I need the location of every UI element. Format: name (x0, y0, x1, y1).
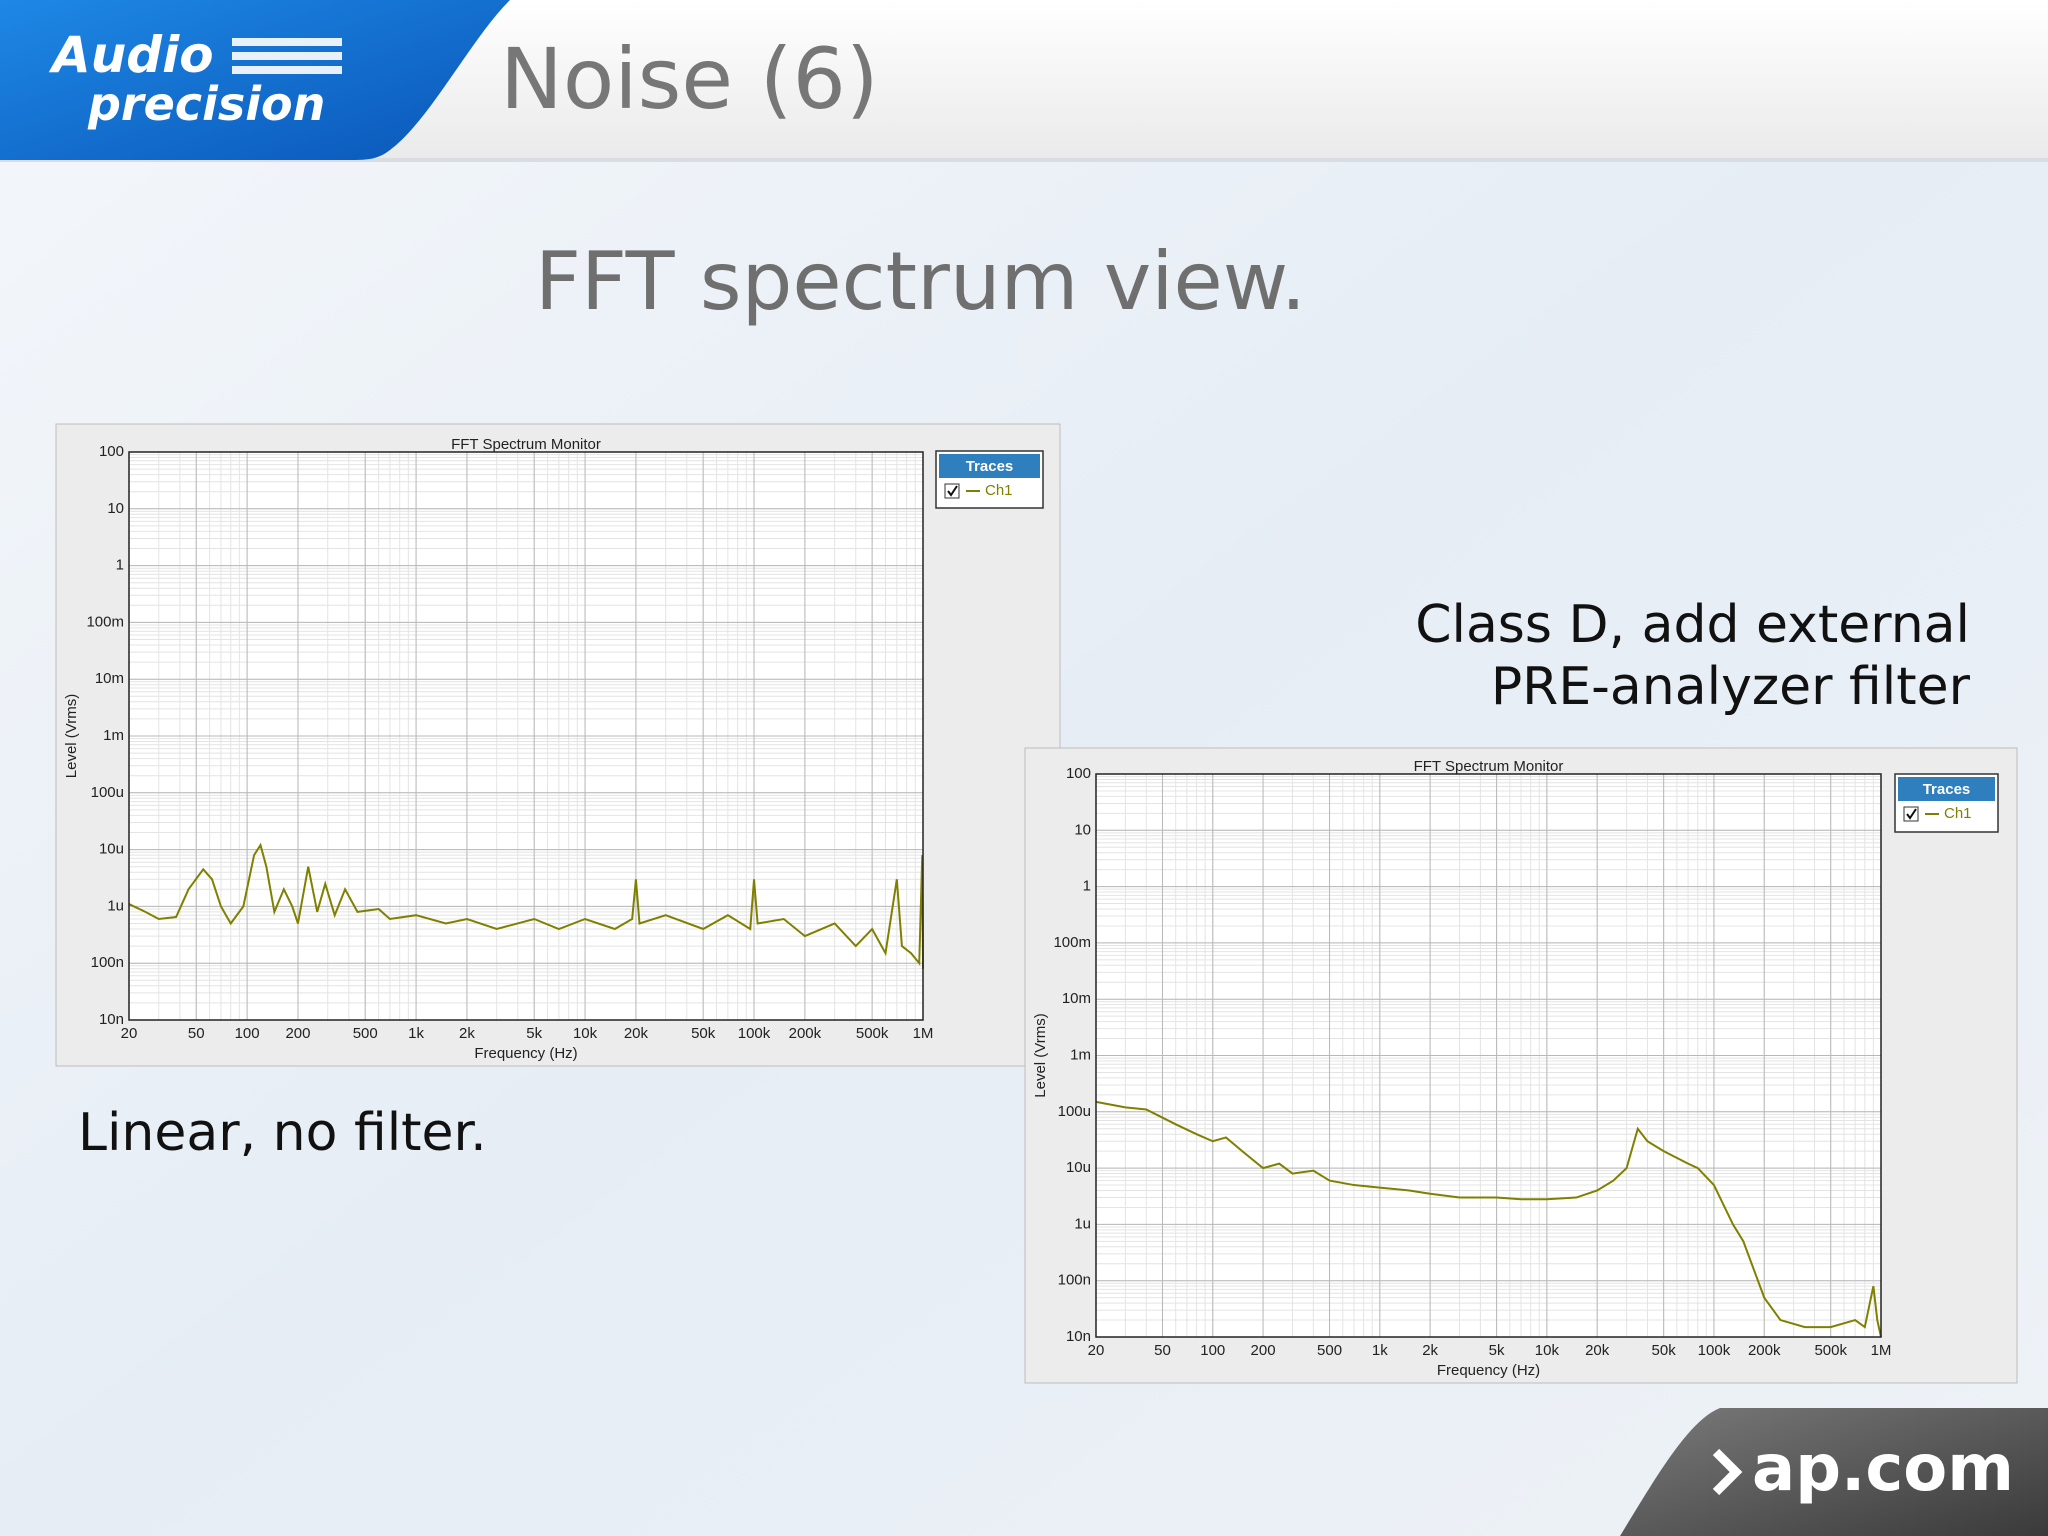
legend-title: Traces (966, 458, 1014, 475)
charts: 20 50 100 200 500 1k 2k 5k 10k 20k 50k 100k 200k 500k… (55, 423, 2018, 1384)
y-tick-label: 100n (1058, 1272, 1091, 1289)
x-tick-label: 10k (1535, 1342, 1560, 1359)
y-tick-label: 100u (91, 784, 124, 801)
legend-check (1906, 808, 1917, 820)
footer-panel (1620, 1408, 2048, 1536)
x-tick-label: 100 (235, 1025, 260, 1042)
caption: Class D, add external (1415, 595, 1970, 655)
y-tick-label: 100n (91, 954, 124, 971)
y-axis-label: Level (Vrms) (1032, 1013, 1049, 1097)
logo-panel (0, 0, 510, 160)
y-tick-label: 100m (1053, 934, 1091, 951)
y-tick-label: 100 (1066, 765, 1091, 782)
y-tick-label: 10u (99, 841, 124, 858)
x-tick-label: 2k (459, 1025, 475, 1042)
x-tick-label: 500 (353, 1025, 378, 1042)
x-tick-label: 20 (1088, 1342, 1105, 1359)
x-tick-label: 20k (1585, 1342, 1610, 1359)
data-line (128, 842, 924, 969)
plot-border (128, 451, 924, 1021)
x-tick-label: 2k (1422, 1342, 1438, 1359)
y-tick-label: 10m (1062, 990, 1091, 1007)
x-tick-label: 20k (624, 1025, 649, 1042)
footer-link[interactable]: ap.com (1752, 1432, 2014, 1506)
y-tick-label: 10n (99, 1011, 124, 1028)
y-tick-label: 1 (116, 557, 124, 574)
x-tick-label: 1M (913, 1025, 934, 1042)
legend-label: Ch1 (1944, 805, 1972, 822)
x-tick-label: 500k (1814, 1342, 1847, 1359)
y-tick-label: 100 (99, 443, 124, 460)
y-tick-label: 1u (1074, 1215, 1091, 1232)
x-tick-label: 1k (1372, 1342, 1388, 1359)
x-tick-label: 50 (1154, 1342, 1171, 1359)
y-tick-label: 1 (1083, 878, 1091, 895)
x-tick-label: 100k (1698, 1342, 1731, 1359)
chart-title: FFT Spectrum Monitor (451, 436, 601, 453)
chart-title: FFT Spectrum Monitor (1414, 758, 1564, 775)
logo-text: Audio (48, 26, 214, 84)
footer-chevron (1712, 1448, 1743, 1496)
legend-header (939, 454, 1040, 478)
y-tick-label: 1m (103, 727, 124, 744)
y-tick-label: 10n (1066, 1328, 1091, 1345)
x-tick-label: 10k (573, 1025, 598, 1042)
x-tick-label: 20 (121, 1025, 138, 1042)
y-tick-label: 10 (107, 500, 124, 517)
logo-bars (232, 38, 342, 74)
slide-title: Noise (6) (500, 30, 879, 128)
y-tick-label: 100m (86, 613, 124, 630)
x-tick-label: 200 (1251, 1342, 1276, 1359)
x-tick-label: 200k (1748, 1342, 1781, 1359)
y-axis-label: Level (Vrms) (63, 694, 80, 778)
x-axis-label: Frequency (Hz) (474, 1045, 577, 1062)
data-line (1095, 1100, 1882, 1338)
plot-border (1095, 773, 1882, 1338)
x-tick-label: 500 (1317, 1342, 1342, 1359)
x-tick-label: 1k (408, 1025, 424, 1042)
x-tick-label: 5k (1489, 1342, 1505, 1359)
x-tick-label: 5k (526, 1025, 542, 1042)
x-tick-label: 50k (691, 1025, 716, 1042)
slide-subtitle: FFT spectrum view. (535, 235, 1306, 328)
x-tick-label: 1M (1871, 1342, 1892, 1359)
caption: PRE-analyzer filter (1491, 657, 1971, 717)
y-tick-label: 10 (1074, 821, 1091, 838)
x-tick-label: 50 (188, 1025, 205, 1042)
y-tick-label: 10u (1066, 1159, 1091, 1176)
x-tick-label: 100 (1200, 1342, 1225, 1359)
x-tick-label: 100k (738, 1025, 771, 1042)
y-tick-label: 10m (95, 670, 124, 687)
legend-title: Traces (1923, 781, 1971, 798)
y-tick-label: 100u (1058, 1103, 1091, 1120)
logo-text: precision (87, 77, 325, 131)
legend-check (947, 485, 958, 497)
y-tick-label: 1u (107, 897, 124, 914)
x-tick-label: 200 (285, 1025, 310, 1042)
header-shadow (0, 158, 2048, 162)
legend-header (1898, 777, 1995, 801)
y-tick-label: 1m (1070, 1046, 1091, 1063)
x-tick-label: 50k (1652, 1342, 1677, 1359)
legend-label: Ch1 (985, 482, 1013, 499)
x-axis-label: Frequency (Hz) (1437, 1362, 1540, 1379)
x-tick-label: 200k (789, 1025, 822, 1042)
caption: Linear, no filter. (78, 1103, 487, 1163)
x-tick-label: 500k (856, 1025, 889, 1042)
